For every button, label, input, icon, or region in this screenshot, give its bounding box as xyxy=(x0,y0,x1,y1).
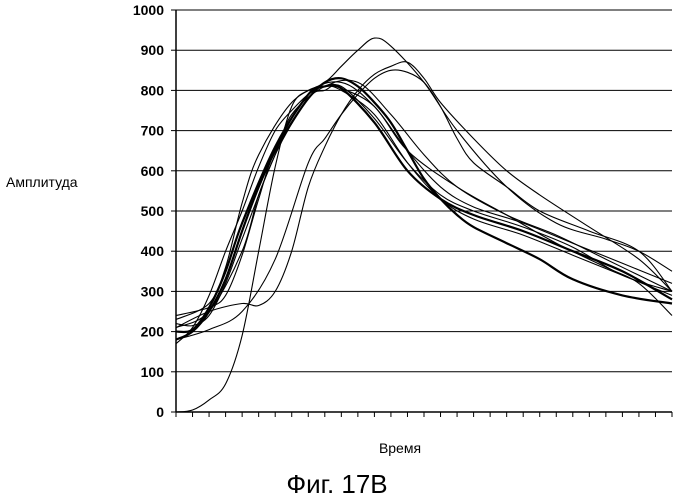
y-tick-label-400: 400 xyxy=(141,243,165,259)
y-tick-label-100: 100 xyxy=(141,364,165,380)
series-line-3 xyxy=(176,82,672,316)
y-tick-label-600: 600 xyxy=(141,163,165,179)
y-tick-label-0: 0 xyxy=(156,404,164,420)
y-tick-labels: 0 100 200 300 400 500 600 700 800 900 1000 xyxy=(133,2,164,420)
series-line-6 xyxy=(176,78,672,339)
x-axis-label: Время xyxy=(379,440,421,456)
y-tick-label-800: 800 xyxy=(141,82,165,98)
y-tick-label-200: 200 xyxy=(141,324,165,340)
y-axis-label: Амплитуда xyxy=(6,174,78,190)
y-tick-label-1000: 1000 xyxy=(133,2,164,18)
figure-caption: Фиг. 17B xyxy=(286,469,387,499)
y-tick-label-300: 300 xyxy=(141,283,165,299)
series-line-10 xyxy=(176,86,672,412)
y-tick-label-700: 700 xyxy=(141,123,165,139)
y-tick-label-900: 900 xyxy=(141,42,165,58)
series-lines xyxy=(176,38,672,412)
y-tick-label-500: 500 xyxy=(141,203,165,219)
